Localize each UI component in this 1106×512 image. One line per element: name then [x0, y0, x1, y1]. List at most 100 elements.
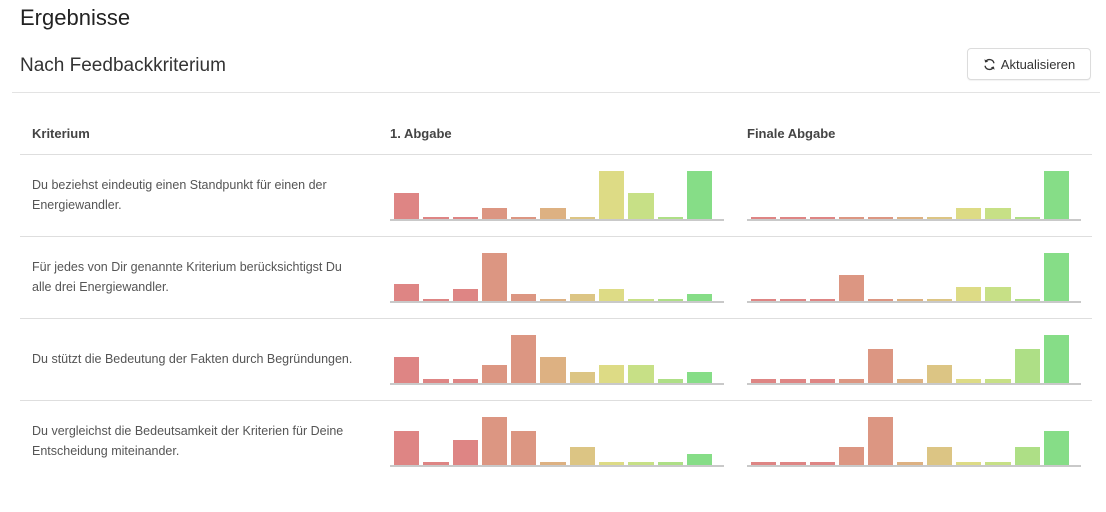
- histogram-bar: [868, 217, 894, 219]
- histogram-bar: [956, 287, 982, 301]
- histogram-bar: [897, 379, 923, 383]
- histogram-bar: [452, 440, 478, 466]
- histogram-bar: [423, 299, 449, 301]
- histogram-bar: [394, 357, 420, 383]
- histogram-bar: [751, 379, 777, 383]
- histogram-bar: [838, 447, 865, 466]
- header-first-submission: 1. Abgabe: [378, 114, 735, 155]
- histogram-bar: [838, 379, 865, 383]
- histogram-bar: [394, 431, 420, 466]
- histogram-bar: [599, 365, 625, 383]
- refresh-icon: [983, 58, 996, 71]
- table-row: Du stützt die Bedeutung der Fakten durch…: [20, 318, 1092, 401]
- histogram-bar: [599, 462, 625, 466]
- histogram-bar: [394, 284, 420, 301]
- refresh-button[interactable]: Aktualisieren: [967, 48, 1091, 80]
- histogram-bar: [628, 365, 654, 383]
- histogram-baseline: [747, 383, 1081, 385]
- histogram-bar: [540, 357, 566, 383]
- histogram-bar: [1043, 431, 1070, 466]
- histogram-bar: [780, 462, 806, 466]
- table-row: Du vergleichst die Bedeutsamkeit der Kri…: [20, 400, 1092, 482]
- histogram-bar: [569, 447, 596, 466]
- histogram-bar: [985, 462, 1011, 466]
- histogram-bar: [868, 349, 894, 383]
- histogram-bar: [956, 208, 982, 219]
- histogram-bar: [838, 217, 865, 219]
- histogram-bar: [628, 299, 654, 301]
- histogram-bar: [511, 294, 537, 301]
- histogram-bar: [686, 454, 713, 466]
- histogram-bar: [985, 208, 1011, 219]
- histogram-bar: [511, 335, 537, 383]
- criterion-text: Für jedes von Dir genannte Kriterium ber…: [32, 260, 342, 294]
- histogram-bar: [569, 217, 596, 219]
- table-header-row: Kriterium 1. Abgabe Finale Abgabe: [20, 114, 1092, 155]
- histogram-bar: [481, 208, 508, 219]
- histogram-bar: [540, 462, 566, 466]
- header-criterion: Kriterium: [20, 114, 378, 155]
- histogram-bar: [751, 217, 777, 219]
- first-submission-histogram: [390, 169, 724, 221]
- results-table: Kriterium 1. Abgabe Finale Abgabe Du bez…: [20, 114, 1092, 482]
- histogram-bar: [1014, 299, 1040, 301]
- histogram-bar: [1043, 335, 1070, 383]
- histogram-bar: [657, 217, 683, 219]
- section-divider: [12, 92, 1100, 93]
- page-title: Ergebnisse: [20, 5, 131, 30]
- histogram-bar: [809, 462, 835, 466]
- histogram-bar: [481, 253, 508, 301]
- histogram-bar: [657, 379, 683, 383]
- histogram-bar: [657, 462, 683, 466]
- histogram-bar: [985, 379, 1011, 383]
- histogram-bar: [751, 462, 777, 466]
- histogram-bar: [686, 372, 713, 383]
- histogram-bar: [599, 289, 625, 301]
- histogram-bar: [809, 299, 835, 301]
- histogram-bar: [809, 217, 835, 219]
- histogram-bar: [926, 447, 953, 466]
- histogram-bar: [926, 217, 953, 219]
- histogram-bar: [780, 379, 806, 383]
- section-title: Nach Feedbackkriterium: [20, 55, 226, 76]
- histogram-bar: [540, 208, 566, 219]
- histogram-bar: [1014, 447, 1040, 466]
- histogram-bar: [868, 417, 894, 466]
- histogram-bar: [956, 462, 982, 466]
- histogram-bar: [780, 299, 806, 301]
- histogram-bar: [1043, 253, 1070, 301]
- histogram-bar: [751, 299, 777, 301]
- histogram-bar: [1043, 171, 1070, 219]
- histogram-bar: [1014, 217, 1040, 219]
- table-row: Du beziehst eindeutig einen Standpunkt f…: [20, 154, 1092, 237]
- histogram-bar: [452, 379, 478, 383]
- histogram-baseline: [390, 219, 724, 221]
- histogram-bar: [481, 417, 508, 466]
- histogram-bar: [599, 171, 625, 219]
- histogram-bar: [809, 379, 835, 383]
- criterion-text: Du stützt die Bedeutung der Fakten durch…: [32, 352, 353, 366]
- histogram-bar: [868, 299, 894, 301]
- histogram-bar: [686, 171, 713, 219]
- first-submission-histogram: [390, 415, 724, 468]
- first-submission-histogram: [390, 251, 724, 303]
- histogram-bar: [394, 193, 420, 219]
- refresh-button-label: Aktualisieren: [1000, 56, 1076, 72]
- histogram-bar: [897, 217, 923, 219]
- final-submission-histogram: [747, 169, 1081, 221]
- histogram-baseline: [747, 301, 1081, 303]
- histogram-bar: [481, 365, 508, 383]
- histogram-bar: [897, 299, 923, 301]
- table-row: Für jedes von Dir genannte Kriterium ber…: [20, 236, 1092, 319]
- histogram-bar: [452, 289, 478, 301]
- histogram-bar: [926, 299, 953, 301]
- histogram-bar: [780, 217, 806, 219]
- histogram-baseline: [390, 465, 724, 468]
- histogram-baseline: [747, 219, 1081, 221]
- histogram-bar: [956, 379, 982, 383]
- criterion-text: Du beziehst eindeutig einen Standpunkt f…: [32, 178, 327, 212]
- histogram-baseline: [390, 301, 724, 303]
- histogram-bar: [569, 294, 596, 301]
- histogram-bar: [926, 365, 953, 383]
